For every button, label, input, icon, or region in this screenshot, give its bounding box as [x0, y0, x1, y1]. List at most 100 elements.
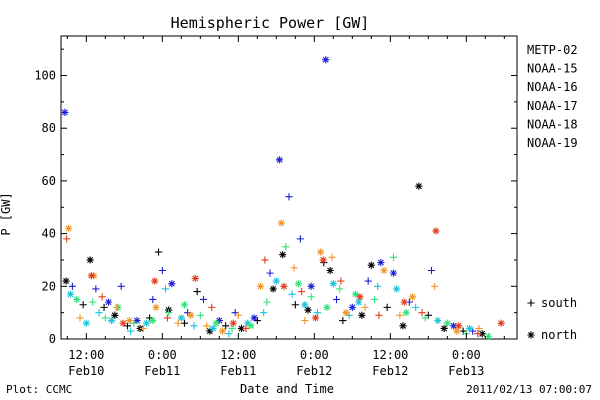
point-north-noaa-15: [450, 322, 458, 330]
point-north-noaa-16: [66, 290, 75, 298]
point-north-metp-02: [206, 327, 214, 335]
point-south-noaa-15: [364, 277, 372, 285]
chart-title: Hemispheric Power [GW]: [171, 14, 370, 32]
legend-entry-noaa-18: NOAA-18: [527, 117, 578, 131]
y-tick-label: 0: [49, 332, 56, 346]
point-north-metp-02: [111, 311, 119, 319]
series-noaa-18: [65, 219, 483, 335]
point-north-noaa-18: [453, 327, 461, 335]
x-tick-date: Feb11: [220, 364, 256, 378]
point-north-noaa-15: [322, 56, 330, 64]
point-south-noaa-18: [361, 303, 369, 311]
point-north-noaa-16: [209, 324, 217, 333]
x-tick-date: Feb10: [68, 364, 104, 378]
point-south-noaa-15: [427, 266, 436, 275]
point-north-noaa-19: [229, 319, 237, 327]
point-north-metp-02: [86, 256, 94, 264]
point-south-noaa-17: [196, 311, 204, 319]
x-axis: 12:00 Feb10 0:00 Feb11 12:00 Feb11 0:00 Feb12 12…: [66, 36, 505, 378]
point-south-noaa-19: [208, 303, 216, 311]
point-south-noaa-17: [89, 298, 97, 306]
point-north-noaa-15: [307, 282, 315, 290]
point-north-noaa-16: [244, 319, 252, 327]
point-south-noaa-18: [203, 322, 211, 330]
point-south-noaa-16: [190, 322, 198, 330]
point-north-noaa-16: [301, 301, 309, 309]
point-south-noaa-19: [63, 235, 71, 243]
point-north-noaa-16: [82, 319, 90, 327]
point-south-metp-02: [291, 301, 299, 309]
point-north-noaa-19: [87, 272, 95, 280]
legend-entry-noaa-15: NOAA-15: [527, 62, 578, 76]
point-north-metp-02: [304, 306, 312, 314]
point-north-noaa-15: [389, 269, 398, 277]
point-south-noaa-18: [328, 253, 336, 261]
point-south-noaa-17: [370, 295, 379, 304]
point-south-noaa-15: [117, 282, 125, 290]
point-north-metp-02: [367, 261, 375, 269]
point-north-noaa-18: [342, 309, 350, 317]
point-north-noaa-19: [151, 277, 159, 285]
point-north-noaa-15: [377, 258, 385, 267]
y-tick-label: 20: [42, 279, 56, 293]
point-north-noaa-19: [191, 274, 199, 282]
point-north-noaa-17: [247, 322, 255, 330]
x-tick-time: 0:00: [452, 348, 481, 362]
marker-legend-north: north: [541, 328, 577, 342]
point-south-noaa-15: [285, 193, 293, 201]
point-south-noaa-15: [92, 285, 100, 293]
point-south-noaa-15: [149, 295, 157, 304]
point-south-noaa-18: [174, 319, 182, 327]
point-south-noaa-16: [374, 282, 382, 290]
marker-legend-south: south: [541, 296, 577, 310]
point-north-metp-02: [440, 324, 448, 333]
point-north-noaa-19: [280, 282, 288, 290]
x-tick-time: 0:00: [148, 348, 177, 362]
y-tick-label: 40: [42, 227, 56, 241]
point-north-noaa-17: [212, 319, 220, 327]
point-north-noaa-18: [65, 224, 73, 232]
point-south-metp-02: [383, 303, 391, 311]
point-south-noaa-18: [76, 314, 84, 322]
point-north-metp-02: [62, 277, 70, 285]
point-north-noaa-16: [142, 319, 151, 327]
x-tick-time: 12:00: [68, 348, 104, 362]
point-south-noaa-15: [158, 266, 166, 275]
y-tick-label: 60: [42, 174, 56, 188]
point-north-noaa-15: [275, 156, 284, 164]
point-south-noaa-19: [261, 256, 269, 264]
x-tick-time: 12:00: [220, 348, 256, 362]
point-south-noaa-19: [375, 311, 383, 319]
point-south-noaa-18: [234, 311, 242, 319]
point-south-metp-02: [339, 316, 347, 325]
legend-entry-noaa-19: NOAA-19: [527, 136, 578, 150]
point-south-noaa-17: [101, 314, 109, 322]
point-north-noaa-15: [104, 298, 113, 306]
point-north-noaa-18: [218, 327, 227, 335]
point-south-noaa-16: [260, 309, 268, 317]
point-north-noaa-15: [215, 316, 223, 325]
point-north-noaa-19: [356, 293, 364, 301]
point-south-noaa-18: [396, 311, 404, 319]
point-north-noaa-19: [432, 227, 440, 235]
point-north-metp-02: [269, 285, 277, 293]
point-north-noaa-17: [351, 290, 360, 298]
point-north-metp-02: [358, 311, 366, 319]
plot-timestamp: 2011/02/13 07:00:07: [466, 383, 592, 396]
point-north-noaa-18: [187, 311, 195, 319]
point-north-noaa-19: [319, 256, 327, 264]
point-north-noaa-15: [250, 314, 258, 322]
point-north-noaa-15: [133, 316, 141, 325]
point-north-noaa-16: [465, 324, 474, 333]
point-south-noaa-17: [421, 314, 429, 322]
point-north-metp-02: [279, 251, 287, 259]
x-tick-date: Feb12: [296, 364, 332, 378]
point-south-noaa-16: [225, 330, 233, 338]
point-south-metp-02: [154, 248, 163, 256]
point-north-noaa-16: [329, 280, 337, 288]
point-south-noaa-17: [282, 243, 290, 251]
y-tick-label: 100: [34, 69, 56, 83]
point-north-noaa-17: [180, 301, 189, 309]
point-north-noaa-17: [149, 316, 157, 325]
